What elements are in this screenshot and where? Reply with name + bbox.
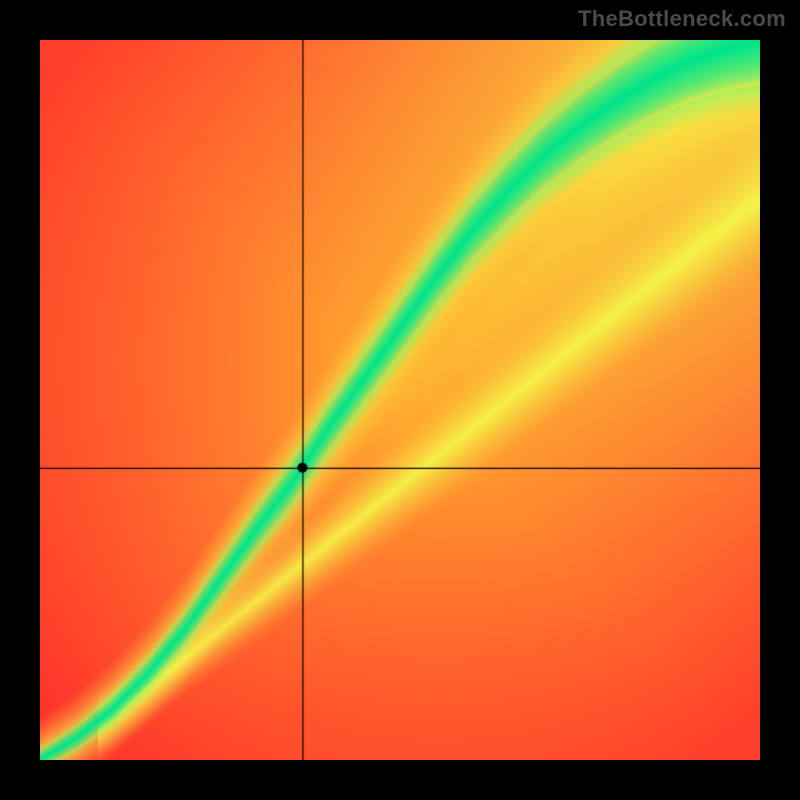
heatmap-plot xyxy=(40,40,760,760)
heatmap-canvas xyxy=(40,40,760,760)
watermark-text: TheBottleneck.com xyxy=(578,6,786,32)
